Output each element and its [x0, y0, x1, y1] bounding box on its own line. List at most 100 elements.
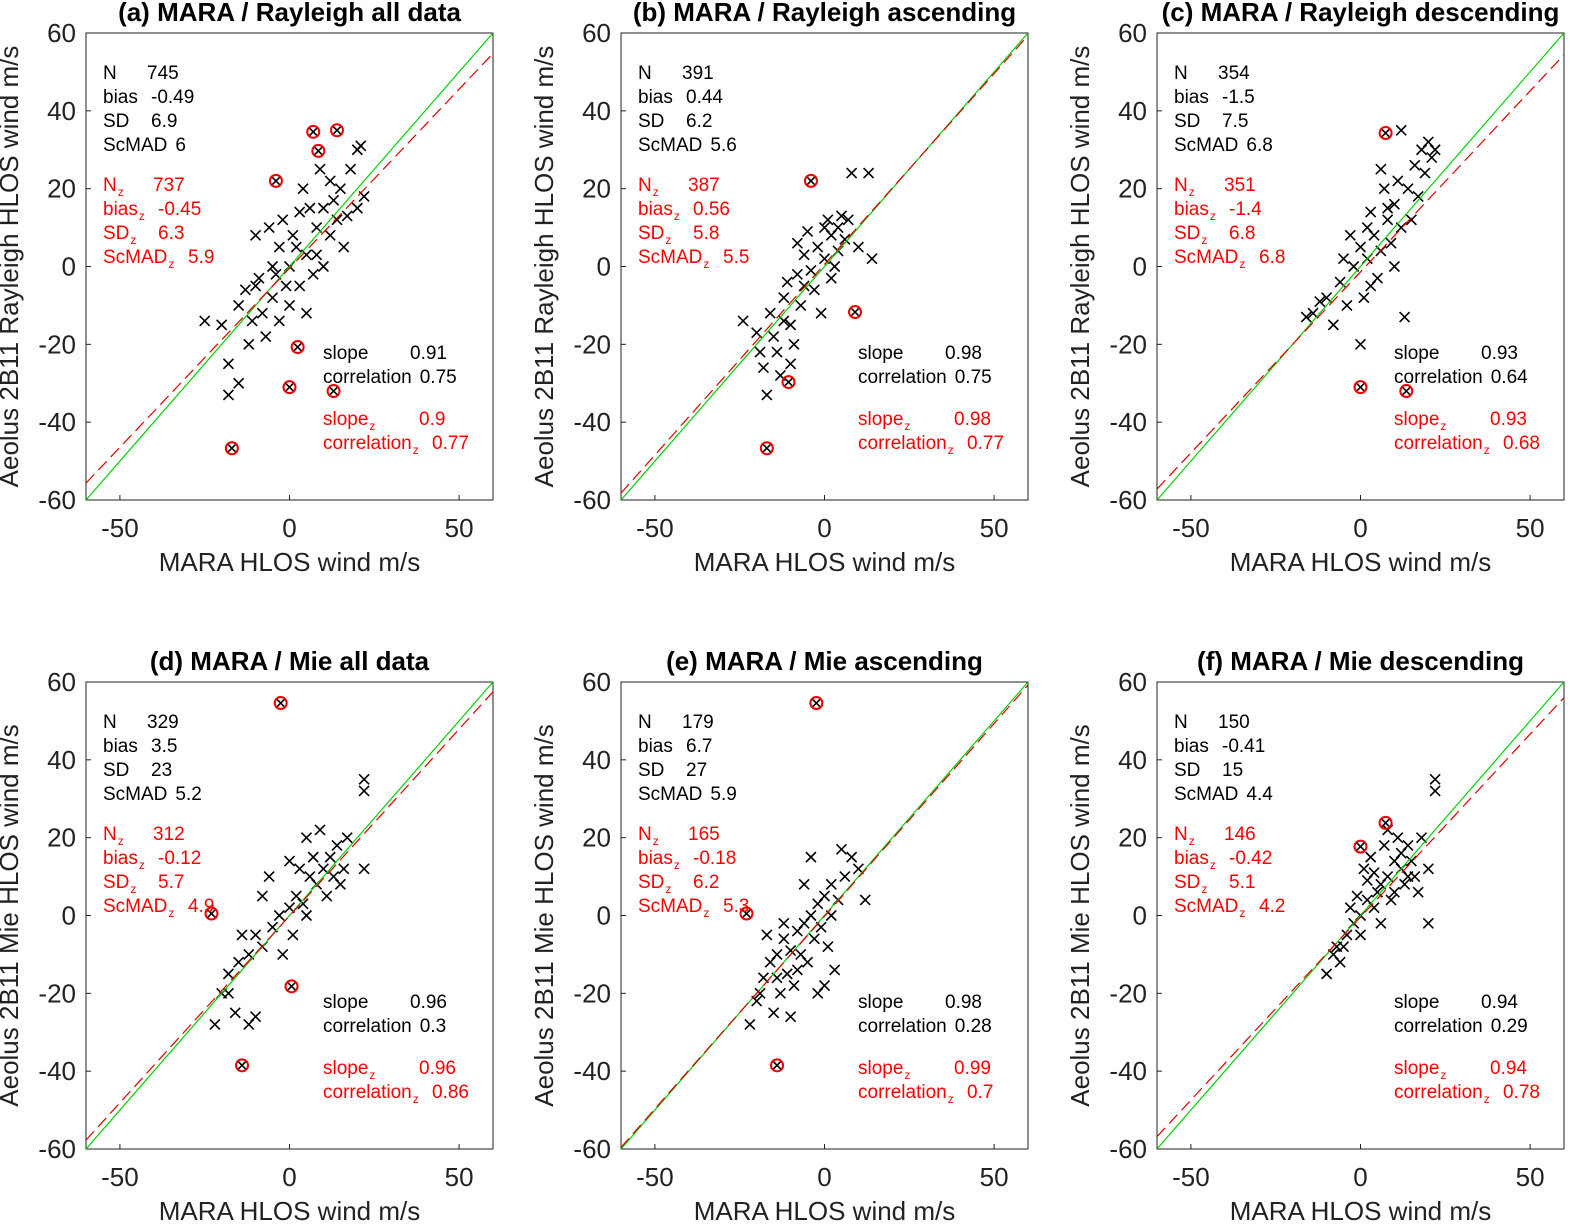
y-tick-label: 60 — [1118, 18, 1147, 48]
data-point — [825, 878, 837, 890]
data-point — [852, 241, 864, 253]
slope-z-label: slope — [858, 409, 903, 430]
data-point — [1385, 894, 1397, 906]
x-axis-label: MARA HLOS wind m/s — [694, 1196, 956, 1225]
stat-z-label: bias — [103, 199, 138, 220]
data-point — [771, 948, 783, 960]
stat-value: 0.44 — [686, 87, 723, 108]
stat-value: -1.5 — [1222, 87, 1255, 108]
data-point — [314, 824, 326, 836]
x-tick-label: -50 — [101, 513, 139, 543]
data-point — [260, 330, 272, 343]
data-point — [1392, 832, 1404, 844]
data-point — [863, 167, 875, 179]
data-point — [768, 1007, 780, 1019]
data-point — [358, 773, 370, 785]
data-point — [805, 264, 817, 276]
outlier-point — [1381, 128, 1391, 138]
data-point — [1426, 151, 1438, 164]
data-point — [297, 898, 309, 910]
x-axis-label: MARA HLOS wind m/s — [694, 547, 956, 577]
data-point — [1388, 886, 1400, 898]
subscript: z — [904, 419, 910, 433]
chart-title: (b) MARA / Rayleigh ascending — [633, 0, 1016, 27]
subscript: z — [369, 1068, 375, 1082]
data-point — [1422, 863, 1434, 875]
data-point — [277, 948, 289, 960]
stat-z-label: SD — [638, 872, 664, 893]
outlier-point — [1355, 382, 1366, 392]
slope-z-label: slope — [1394, 1058, 1439, 1079]
correlation-z-label: correlation — [323, 1082, 412, 1103]
subscript: z — [674, 858, 680, 872]
stat-value: 6.9 — [151, 111, 177, 132]
y-tick-label: 60 — [47, 667, 76, 697]
outlier-circle — [739, 906, 754, 921]
data-point — [324, 175, 336, 187]
subscript: z — [653, 185, 659, 199]
correlation-label: correlation — [323, 367, 412, 388]
slope-value: 0.98 — [945, 992, 982, 1013]
data-point — [1395, 847, 1407, 859]
stat-label: N — [103, 63, 117, 84]
data-point — [822, 941, 834, 953]
stat-z-value: -0.45 — [158, 199, 201, 220]
outlier-point — [276, 698, 286, 708]
stat-value: 7.5 — [1222, 111, 1248, 132]
correlation-value: 0.28 — [955, 1016, 992, 1037]
data-point — [1392, 175, 1404, 187]
stat-z-value: 5.5 — [723, 247, 749, 268]
stat-z-value: -0.42 — [1229, 848, 1272, 869]
stat-value: 27 — [686, 760, 707, 781]
data-point — [1365, 280, 1377, 292]
subscript: z — [1440, 1068, 1446, 1082]
stat-label: bias — [638, 736, 673, 757]
stat-z-value: 6.2 — [693, 872, 719, 893]
data-point — [250, 280, 262, 292]
subscript: z — [674, 209, 680, 223]
stat-z-value: 5.8 — [693, 223, 719, 244]
subscript: z — [1440, 419, 1446, 433]
stat-z-label: ScMAD — [103, 896, 167, 917]
panel-2: (c) MARA / Rayleigh descending -50 0 50 60 40… — [1065, 0, 1565, 577]
slope-value: 0.98 — [945, 343, 982, 364]
stat-value: 6.8 — [1246, 135, 1272, 156]
data-point — [761, 389, 773, 401]
data-point — [808, 933, 820, 945]
stat-value: 15 — [1222, 760, 1243, 781]
subscript: z — [1484, 443, 1490, 457]
y-tick-label: 0 — [1133, 252, 1147, 282]
data-point — [334, 183, 346, 195]
y-tick-label: 0 — [62, 252, 76, 282]
correlation-z-value: 0.78 — [1503, 1082, 1540, 1103]
identity-line — [1157, 682, 1564, 1149]
data-point — [1354, 929, 1367, 941]
y-axis-label: Aeolus 2B11 Rayleigh HLOS wind m/s — [529, 46, 559, 488]
stat-value: 179 — [682, 712, 714, 733]
outlier-circle — [282, 380, 297, 395]
slope-value: 0.93 — [1481, 343, 1518, 364]
fit-line — [1157, 697, 1564, 1138]
outlier-point — [329, 386, 339, 396]
x-tick-label: -50 — [1172, 1162, 1210, 1192]
data-point — [287, 229, 299, 241]
identity-line — [621, 33, 1028, 500]
y-tick-label: 40 — [582, 96, 611, 126]
subscript: z — [703, 906, 709, 920]
correlation-value: 0.75 — [955, 367, 992, 388]
data-point — [283, 299, 296, 311]
data-point — [785, 944, 797, 957]
correlation-label: correlation — [858, 1016, 947, 1037]
data-point — [1365, 206, 1377, 218]
correlation-z-label: correlation — [858, 433, 947, 454]
correlation-z-value: 0.86 — [432, 1082, 469, 1103]
correlation-z-value: 0.77 — [432, 433, 469, 454]
correlation-value: 0.75 — [420, 367, 457, 388]
subscript: z — [413, 443, 419, 457]
stat-label: SD — [103, 111, 129, 132]
fit-line — [86, 691, 493, 1141]
outlier-circle — [326, 384, 341, 399]
data-point — [764, 307, 776, 319]
data-point — [1382, 202, 1394, 214]
data-point — [1412, 886, 1424, 898]
